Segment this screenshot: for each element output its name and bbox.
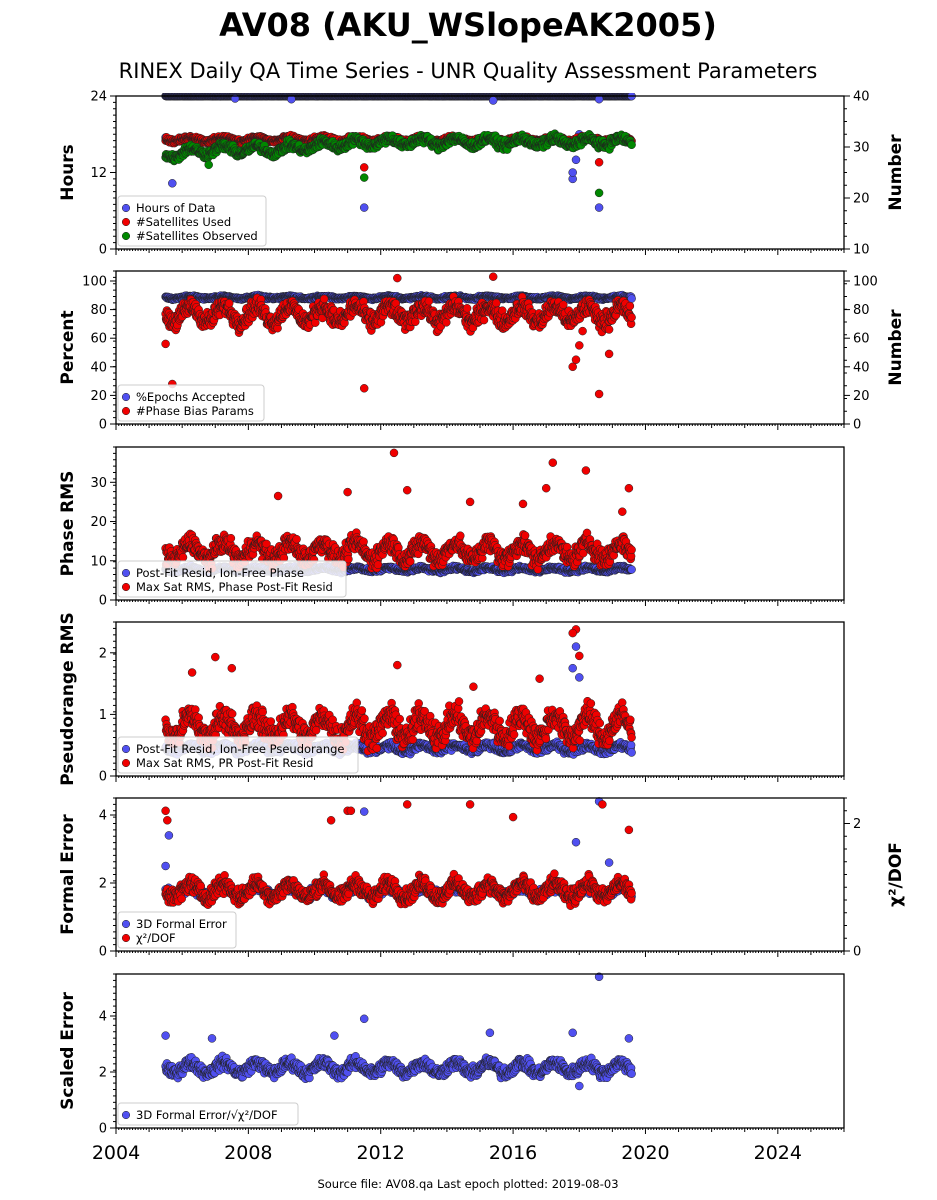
outlier-point	[571, 155, 581, 165]
outlier-point	[594, 188, 604, 198]
points-hours	[161, 93, 636, 212]
y-tick-label: 0	[99, 243, 107, 258]
data-point	[224, 299, 234, 308]
outlier-point	[359, 173, 369, 182]
series-percent-1	[161, 272, 636, 399]
outlier-point	[488, 96, 498, 105]
y-tick-label: 12	[90, 166, 107, 181]
data-point	[627, 140, 636, 150]
y-right-tick-label: 40	[853, 90, 870, 105]
outlier-point	[594, 203, 604, 212]
chart-subtitle: RINEX Daily QA Time Series - UNR Quality…	[119, 59, 818, 83]
y-right-tick-label: 30	[853, 141, 870, 156]
legend-marker	[121, 217, 131, 227]
outlier-point	[204, 160, 213, 170]
outlier-point	[359, 203, 369, 212]
y-axis-right-label: Number	[886, 134, 906, 211]
y-tick-label: 24	[90, 90, 107, 105]
y-right-tick-label: 10	[853, 243, 870, 258]
outlier-point	[568, 168, 577, 177]
legend-label: #Satellites Observed	[136, 229, 258, 243]
outlier-point	[287, 94, 296, 104]
outlier-point	[594, 94, 604, 104]
legend-hours: Hours of Data#Satellites Used#Satellites…	[117, 195, 267, 247]
chart-title: AV08 (AKU_WSlopeAK2005)	[219, 6, 717, 44]
legend-label: Hours of Data	[136, 201, 216, 215]
legend-marker	[121, 231, 131, 241]
outlier-point	[359, 163, 369, 172]
outlier-point	[594, 158, 604, 167]
y-right-tick-label: 20	[853, 192, 870, 207]
y-axis-label: Hours	[58, 144, 78, 201]
outlier-point	[168, 179, 177, 188]
data-point	[319, 294, 329, 304]
legend-marker	[121, 203, 131, 213]
points-percent	[161, 272, 636, 399]
legend-label: #Satellites Used	[136, 215, 231, 229]
